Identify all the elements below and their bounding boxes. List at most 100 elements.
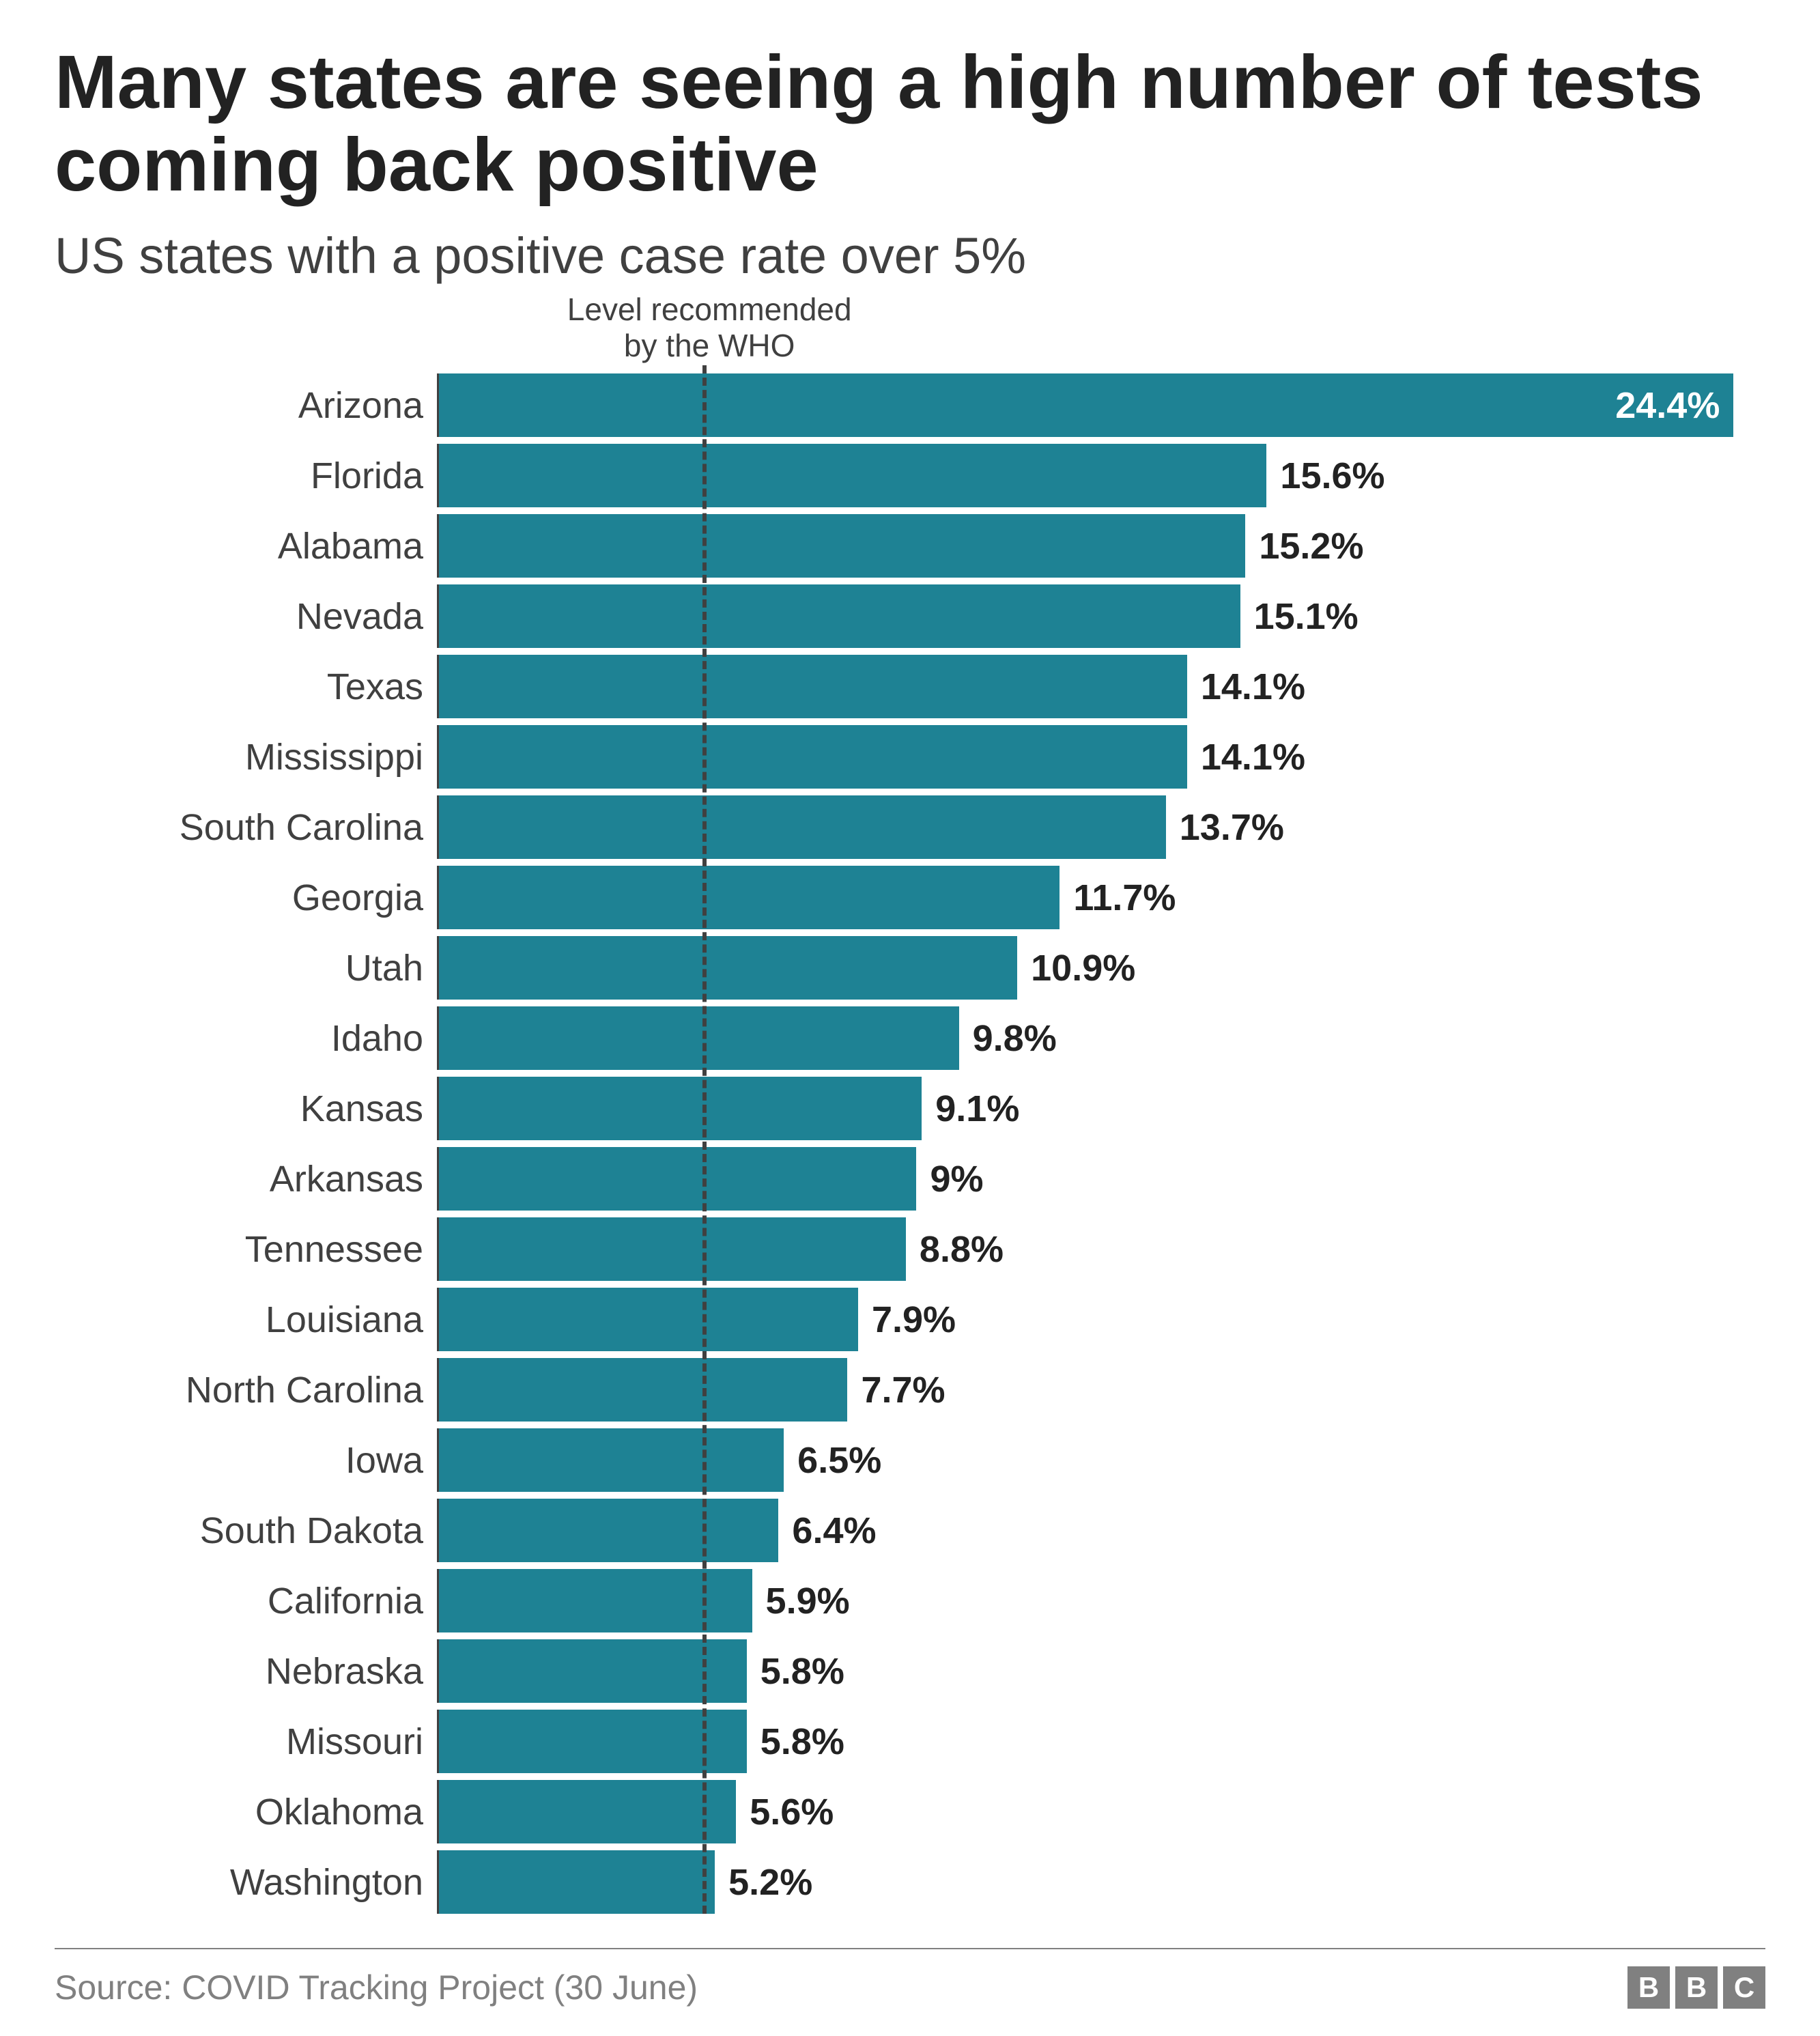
bar-row: Louisiana7.9%	[55, 1288, 1765, 1351]
bar-value-label: 5.8%	[760, 1721, 844, 1763]
bar-value-label: 6.4%	[792, 1510, 876, 1552]
bar-category-label: Louisiana	[55, 1299, 437, 1341]
bar-row: Kansas9.1%	[55, 1077, 1765, 1140]
bar-category-label: South Dakota	[55, 1510, 437, 1552]
bar-value-label: 14.1%	[1201, 736, 1305, 778]
bar-track: 11.7%	[437, 866, 1765, 929]
bar: 13.7%	[439, 795, 1166, 859]
chart-body: Arizona24.4%Florida15.6%Alabama15.2%Neva…	[55, 292, 1765, 1914]
bar-track: 15.2%	[437, 514, 1765, 578]
bar-row: Arizona24.4%	[55, 373, 1765, 437]
bar-row: Missouri5.8%	[55, 1710, 1765, 1773]
bar-value-label: 5.6%	[750, 1791, 834, 1833]
bar-category-label: Arkansas	[55, 1158, 437, 1200]
bar: 24.4%	[439, 373, 1733, 437]
bar-track: 9.1%	[437, 1077, 1765, 1140]
chart-container: Level recommended by the WHO Arizona24.4…	[55, 292, 1765, 1914]
bar-row: California5.9%	[55, 1569, 1765, 1632]
bar-category-label: South Carolina	[55, 806, 437, 849]
bar-track: 6.5%	[437, 1428, 1765, 1492]
bar-category-label: Alabama	[55, 525, 437, 567]
bar-track: 5.8%	[437, 1639, 1765, 1703]
bar-value-label: 15.1%	[1254, 595, 1359, 638]
bar-row: Utah10.9%	[55, 936, 1765, 1000]
bar-category-label: Missouri	[55, 1721, 437, 1763]
bar: 9.8%	[439, 1006, 959, 1070]
bar: 9%	[439, 1147, 916, 1211]
bar-category-label: North Carolina	[55, 1369, 437, 1411]
bar-track: 5.2%	[437, 1850, 1765, 1914]
bar-row: North Carolina7.7%	[55, 1358, 1765, 1422]
bar-value-label: 15.2%	[1259, 525, 1363, 567]
bar-row: Idaho9.8%	[55, 1006, 1765, 1070]
bar-category-label: Mississippi	[55, 736, 437, 778]
bar-value-label: 15.6%	[1280, 455, 1384, 497]
bar-track: 24.4%	[437, 373, 1765, 437]
bar-value-label: 6.5%	[797, 1439, 881, 1482]
bar-track: 14.1%	[437, 725, 1765, 789]
bar-value-label: 9.8%	[973, 1017, 1057, 1060]
bar: 6.4%	[439, 1499, 778, 1562]
bar-value-label: 7.7%	[861, 1369, 945, 1411]
bar-track: 9%	[437, 1147, 1765, 1211]
bar-category-label: Iowa	[55, 1439, 437, 1482]
bar-category-label: Oklahoma	[55, 1791, 437, 1833]
bbc-logo: BBC	[1627, 1966, 1765, 2009]
bar-category-label: Texas	[55, 666, 437, 708]
bar: 14.1%	[439, 655, 1187, 718]
bar-track: 15.1%	[437, 584, 1765, 648]
bar-row: Texas14.1%	[55, 655, 1765, 718]
bar: 15.1%	[439, 584, 1240, 648]
bar-track: 7.7%	[437, 1358, 1765, 1422]
bbc-logo-letter: C	[1723, 1966, 1765, 2009]
bar-category-label: Idaho	[55, 1017, 437, 1060]
bar-track: 7.9%	[437, 1288, 1765, 1351]
bar: 5.9%	[439, 1569, 752, 1632]
bar-category-label: Nevada	[55, 595, 437, 638]
bar-category-label: California	[55, 1580, 437, 1622]
bar: 10.9%	[439, 936, 1017, 1000]
bar-row: Tennessee8.8%	[55, 1217, 1765, 1281]
source-text: Source: COVID Tracking Project (30 June)	[55, 1968, 698, 2007]
bar-category-label: Kansas	[55, 1088, 437, 1130]
bar-category-label: Georgia	[55, 877, 437, 919]
bar-track: 5.8%	[437, 1710, 1765, 1773]
bar: 14.1%	[439, 725, 1187, 789]
chart-footer: Source: COVID Tracking Project (30 June)…	[55, 1948, 1765, 2009]
bar-value-label: 13.7%	[1180, 806, 1284, 849]
bar-value-label: 5.2%	[728, 1861, 812, 1904]
bbc-logo-letter: B	[1675, 1966, 1718, 2009]
bar: 5.8%	[439, 1639, 747, 1703]
bar-row: Mississippi14.1%	[55, 725, 1765, 789]
bar-row: Iowa6.5%	[55, 1428, 1765, 1492]
bar-value-label: 8.8%	[920, 1228, 1004, 1271]
bar-track: 5.6%	[437, 1780, 1765, 1843]
bar-track: 13.7%	[437, 795, 1765, 859]
bar: 6.5%	[439, 1428, 784, 1492]
bar-category-label: Utah	[55, 947, 437, 989]
bar-track: 10.9%	[437, 936, 1765, 1000]
bar-row: Oklahoma5.6%	[55, 1780, 1765, 1843]
bar-row: Arkansas9%	[55, 1147, 1765, 1211]
bar: 15.2%	[439, 514, 1245, 578]
bar: 7.7%	[439, 1358, 847, 1422]
bar: 8.8%	[439, 1217, 906, 1281]
bar-track: 5.9%	[437, 1569, 1765, 1632]
bar-row: Nebraska5.8%	[55, 1639, 1765, 1703]
bar-track: 8.8%	[437, 1217, 1765, 1281]
bar: 5.6%	[439, 1780, 736, 1843]
bar: 11.7%	[439, 866, 1060, 929]
bar-value-label: 10.9%	[1031, 947, 1135, 989]
bar-row: Florida15.6%	[55, 444, 1765, 507]
bar: 9.1%	[439, 1077, 922, 1140]
chart-subtitle: US states with a positive case rate over…	[55, 227, 1765, 285]
bar-track: 14.1%	[437, 655, 1765, 718]
bar: 5.8%	[439, 1710, 747, 1773]
bar-row: Washington5.2%	[55, 1850, 1765, 1914]
bar-value-label: 5.8%	[760, 1650, 844, 1693]
bar-category-label: Tennessee	[55, 1228, 437, 1271]
bar-row: Alabama15.2%	[55, 514, 1765, 578]
bar-track: 9.8%	[437, 1006, 1765, 1070]
chart-title: Many states are seeing a high number of …	[55, 41, 1765, 206]
bar-value-label: 14.1%	[1201, 666, 1305, 708]
